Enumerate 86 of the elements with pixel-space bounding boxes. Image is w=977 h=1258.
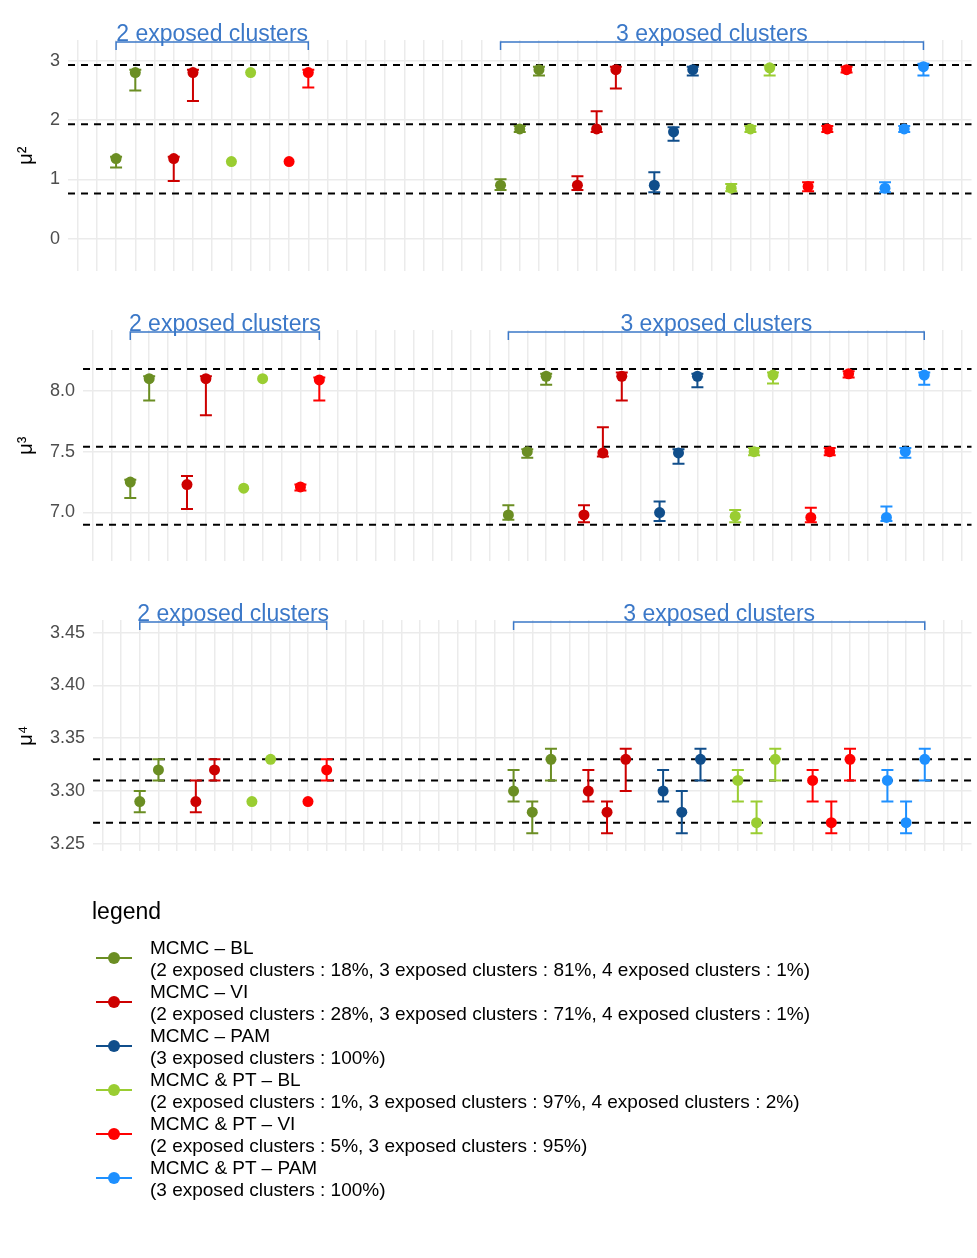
point [181,479,193,491]
legend-label: MCMC & PT – VI (2 exposed clusters : 5%, 3 exposed clusters : 95%) [150,1113,588,1157]
point [129,67,141,79]
point [168,153,180,165]
point [321,764,333,776]
point [825,817,837,829]
annotation: 3 exposed clusters [623,599,816,626]
point [302,67,314,79]
point [917,61,929,73]
point [238,482,250,494]
point [578,509,590,521]
point [143,373,155,385]
point [620,753,632,765]
point [616,370,628,382]
legend-label: MCMC – VI (2 exposed clusters : 28%, 3 exposed clusters : 71%, 4 exposed clusters : 1%) [150,981,811,1025]
point [124,476,136,488]
legend-title: legend [92,898,163,925]
point [209,764,221,776]
point [283,156,295,168]
point [526,806,538,818]
point [676,806,688,818]
y-axis-title: μ⁴ [13,725,36,746]
point [751,817,763,829]
annotation: 3 exposed clusters [616,19,808,46]
point [257,373,269,385]
y-tick-label: 8.0 [49,379,76,400]
point [694,753,706,765]
point [732,774,744,786]
point [918,369,930,381]
point [610,64,622,76]
point [225,156,237,168]
y-axis-title: μ³ [13,436,36,455]
point [246,796,258,808]
point [597,447,609,459]
point [919,753,931,765]
point [187,67,199,79]
point [900,817,912,829]
annotation: 3 exposed clusters [620,309,813,336]
point [668,126,680,138]
point [190,796,202,808]
point [508,785,520,797]
y-tick-label: 3.25 [49,832,86,853]
point [591,123,603,135]
point [691,370,703,382]
y-tick-label: 3.45 [49,621,86,642]
point [540,370,552,382]
point [767,369,779,381]
point [152,764,164,776]
point [654,507,666,519]
y-tick-label: 7.5 [49,440,76,461]
point [302,796,314,808]
point [134,796,146,808]
annotation: 2 exposed clusters [128,309,321,336]
y-tick-label: 3.30 [49,779,86,800]
point [502,509,514,521]
point [313,374,325,386]
point [648,179,660,191]
point [844,753,856,765]
legend-label: MCMC – BL (2 exposed clusters : 18%, 3 exposed clusters : 81%, 4 exposed clusters : 1%) [150,937,811,981]
point [582,785,594,797]
legend-label: MCMC & PT – BL (2 exposed clusters : 1%, 3 exposed clusters : 97%, 4 exposed clusters : 2%) [150,1069,800,1113]
annotation: 2 exposed clusters [116,19,309,46]
point [657,785,669,797]
point [200,373,212,385]
legend-label: MCMC – PAM (3 exposed clusters : 100%) [150,1025,386,1069]
point [545,753,557,765]
point [805,511,817,523]
legend-label: MCMC & PT – PAM (3 exposed clusters : 100%) [150,1157,386,1201]
y-tick-label: 3 [50,49,61,70]
y-tick-label: 3.40 [49,674,86,695]
point [265,753,277,765]
point [601,806,613,818]
point [807,774,819,786]
y-tick-label: 7.0 [49,501,76,522]
y-tick-label: 3.35 [49,727,86,748]
point [672,447,684,459]
y-tick-label: 0 [50,227,61,248]
y-tick-label: 2 [50,109,61,129]
y-tick-label: 1 [50,168,61,189]
point [881,774,893,786]
point [769,753,781,765]
point [110,153,122,165]
point [245,67,257,79]
point [880,511,892,523]
y-axis-title: μ² [13,146,36,165]
annotation: 2 exposed clusters [137,599,330,626]
